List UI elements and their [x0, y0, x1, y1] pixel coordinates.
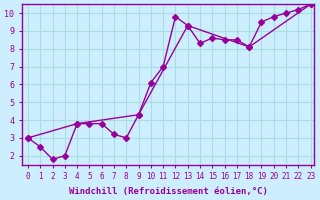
X-axis label: Windchill (Refroidissement éolien,°C): Windchill (Refroidissement éolien,°C) [68, 187, 268, 196]
